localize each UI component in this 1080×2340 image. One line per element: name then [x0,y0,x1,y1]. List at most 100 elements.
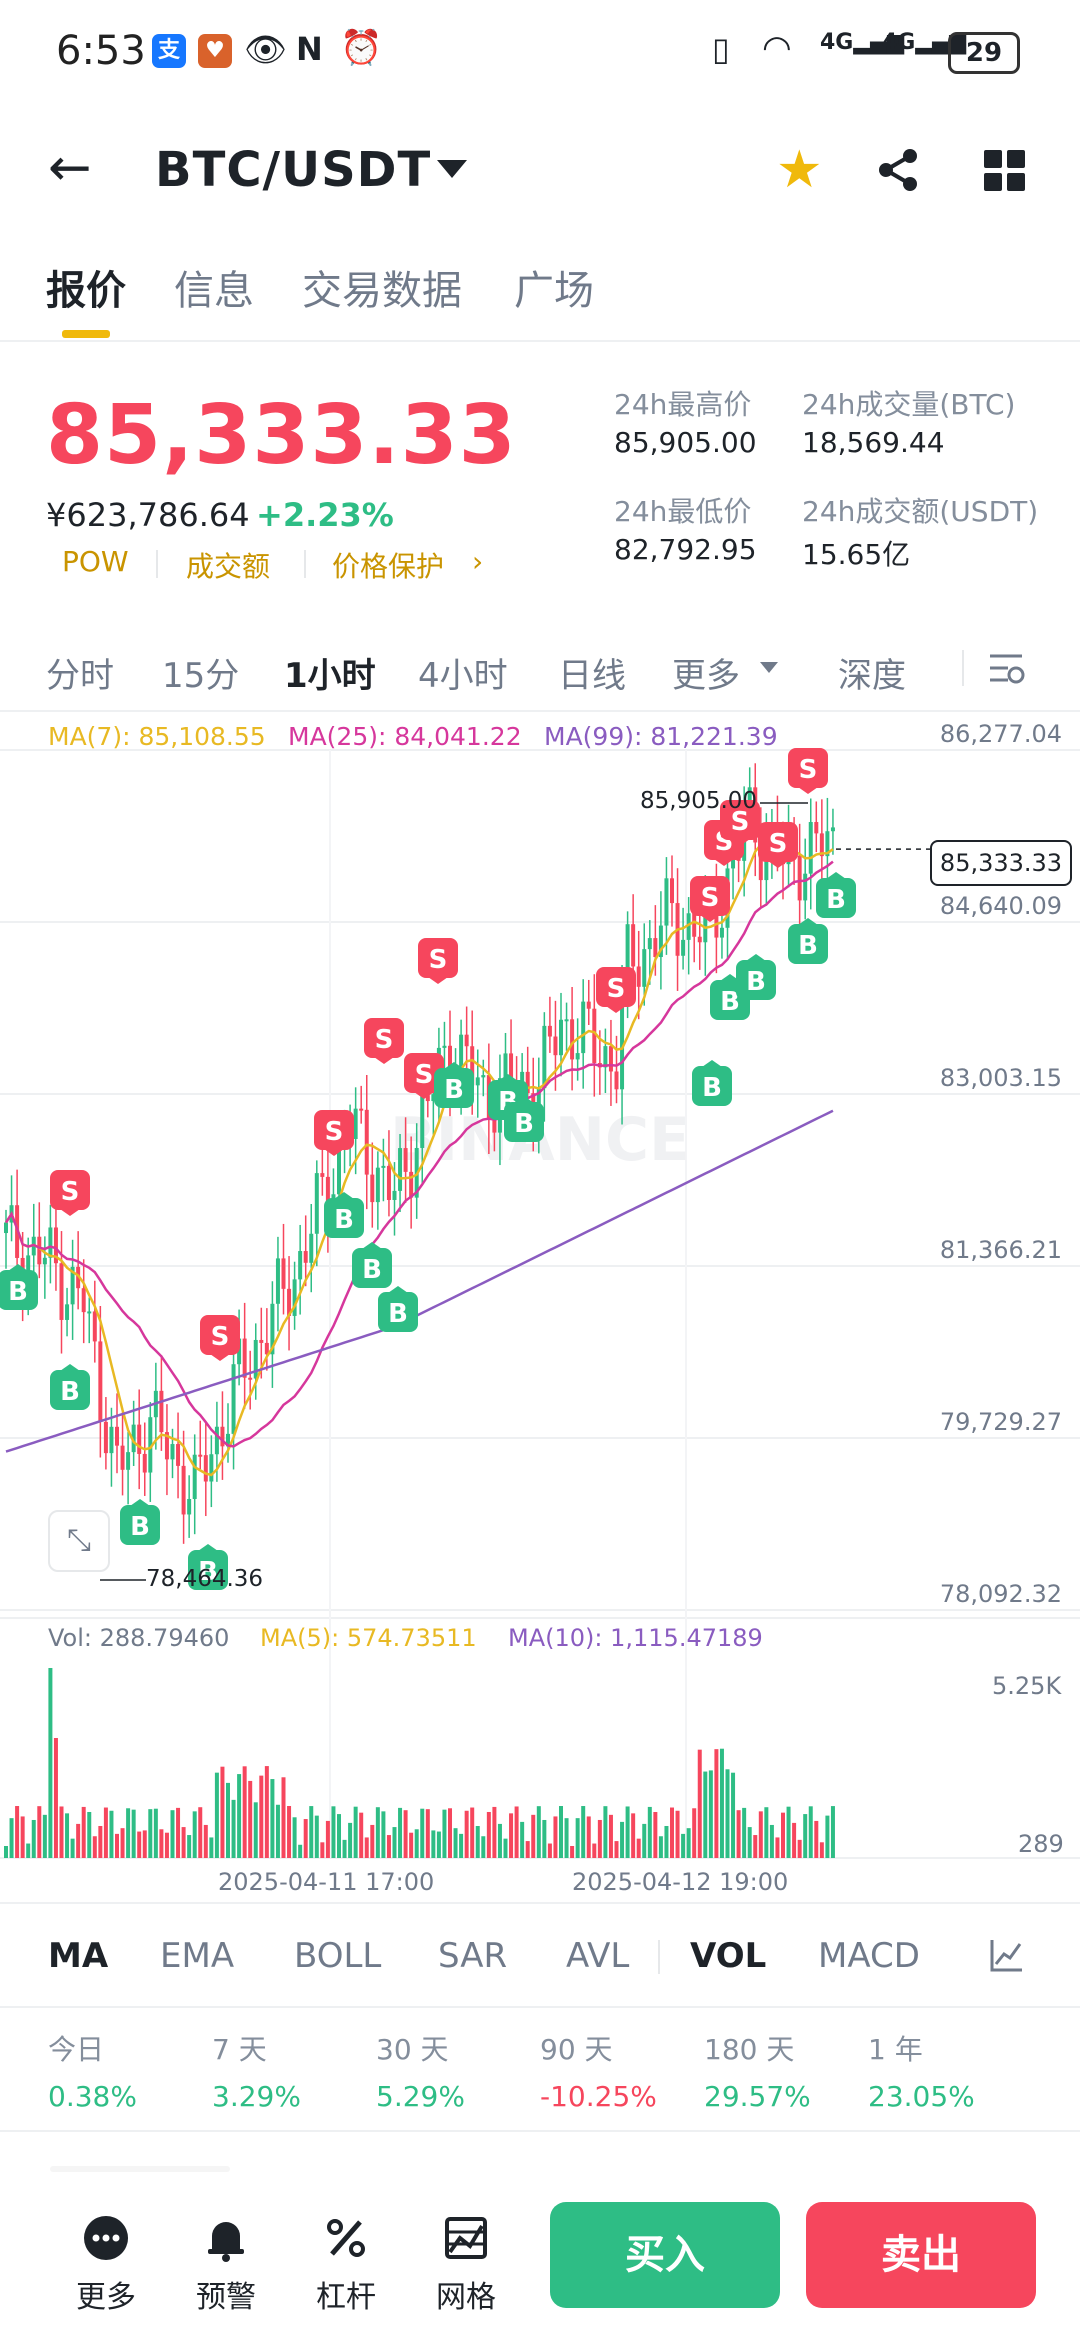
favorite-star-icon[interactable]: ★ [776,140,823,200]
divider [0,2130,1080,2132]
pair-dropdown-icon[interactable] [437,160,467,178]
indicator-settings-icon[interactable] [988,1936,1026,1974]
volume-bar [81,1806,86,1858]
signal-letter: B [334,1205,354,1235]
candle-body [681,939,686,956]
volume-bar [664,1825,669,1858]
volume-bar [87,1811,92,1858]
tab-quote[interactable]: 报价 [46,268,126,314]
volume-bar [364,1837,369,1858]
chart-settings-icon[interactable] [986,648,1026,688]
candle-body [359,1108,364,1111]
buy-button[interactable]: 买入 [550,2202,780,2308]
indicator-tab-macd[interactable]: MACD [818,1936,920,1976]
indicator-tab-ema[interactable]: EMA [160,1936,235,1976]
interval-tab-more[interactable]: 更多 [672,656,740,696]
volume-bar [686,1828,691,1858]
bottom-nav-label: 杠杆 [316,2280,376,2315]
signal-letter: B [198,1557,218,1587]
pair-title[interactable]: BTC/USDT [155,142,432,198]
indicator-tab-boll[interactable]: BOLL [294,1936,382,1976]
volume-bar [431,1830,436,1858]
grid-menu-icon[interactable] [984,150,1026,192]
candle-body [270,1303,275,1355]
bottom-nav-alert[interactable]: 预警 [176,2210,276,2316]
volume-bar [781,1812,785,1858]
volume-bar [786,1806,791,1858]
volume-bar [497,1823,502,1858]
chevron-right-icon[interactable]: › [472,545,484,578]
fullscreen-icon[interactable]: ⤡ [48,1510,110,1572]
chip-volume[interactable]: 成交额 [186,550,271,583]
tab-trading-data[interactable]: 交易数据 [302,268,462,314]
volume-bar [259,1775,264,1858]
interval-tab-15m[interactable]: 15分 [162,656,240,696]
candle-body [314,1173,319,1234]
divider [0,2006,1080,2008]
volume-bar [575,1818,580,1858]
share-icon[interactable] [874,146,922,194]
indicator-tab-avl[interactable]: AVL [566,1936,630,1976]
interval-tab-1h[interactable]: 1小时 [284,656,376,696]
back-arrow-icon[interactable]: ← [48,138,92,198]
bottom-nav-more[interactable]: 更多 [56,2210,156,2316]
volume-bar [70,1838,75,1858]
candle-body [198,1454,203,1457]
vol-tick-low: 289 [1018,1830,1064,1858]
buy-signal [0,1270,38,1310]
kline-chart[interactable]: BINANCE 86,277.0484,640.0983,003.1581,36… [0,712,1080,1902]
indicator-tab-vol[interactable]: VOL [690,1936,767,1976]
candle-body [137,1424,142,1454]
vol-label: Vol: 288.79460 [48,1624,230,1652]
tab-info[interactable]: 信息 [174,268,254,314]
buy-signal [120,1505,160,1545]
candle-body [231,1364,236,1434]
low-value: 82,792.95 [614,533,757,566]
volume-bar [658,1836,663,1858]
candle-body [592,1008,597,1064]
bottom-nav-margin[interactable]: 杠杆 [296,2210,396,2316]
interval-tab-time[interactable]: 分时 [46,656,114,696]
sell-signal [418,938,458,978]
volume-bar [37,1806,42,1858]
candle-body [242,1338,247,1378]
more-dropdown-icon[interactable] [760,662,778,673]
interval-tab-4h[interactable]: 4小时 [418,656,508,696]
volume-bar [120,1828,125,1858]
volume-bar [65,1813,70,1858]
candle-body [281,1258,286,1289]
volume-bar [608,1814,613,1858]
perf-value: 5.29% [376,2080,465,2113]
volume-bar [164,1832,169,1858]
volume-bar [76,1823,81,1858]
volume-bar [31,1819,36,1858]
signal-letter: S [61,1177,80,1207]
vol-tick-high: 5.25K [992,1672,1062,1700]
perf-label: 180 天 [704,2033,795,2066]
sell-button[interactable]: 卖出 [806,2202,1036,2308]
volume-bar [53,1738,58,1858]
volume-bar [342,1839,347,1858]
indicator-tab-sar[interactable]: SAR [438,1936,508,1976]
candle-body [248,1377,253,1380]
candle-body [403,1148,408,1172]
interval-tab-day[interactable]: 日线 [558,656,626,696]
high-price-marker: 85,905.00 [640,788,758,814]
candle-body [470,1046,475,1086]
volume-bar [747,1827,752,1858]
volume-bar [153,1808,158,1858]
buy-signal [188,1550,228,1590]
bottom-nav-grid[interactable]: 网格 [416,2210,516,2316]
indicator-tab-ma[interactable]: MA [48,1936,109,1976]
candle-body [170,1444,175,1460]
candle-body [353,1108,358,1139]
chip-pow[interactable]: POW [62,545,129,578]
candle-body [797,855,802,901]
interval-tab-depth[interactable]: 深度 [838,656,906,696]
volume-bar [159,1829,164,1858]
x-tick-1: 2025-04-11 17:00 [218,1868,435,1896]
volume-bar [198,1807,203,1858]
chip-price-protection[interactable]: 价格保护 [332,550,445,583]
tab-square[interactable]: 广场 [514,268,594,314]
alipay-icon: 支 [152,34,186,68]
